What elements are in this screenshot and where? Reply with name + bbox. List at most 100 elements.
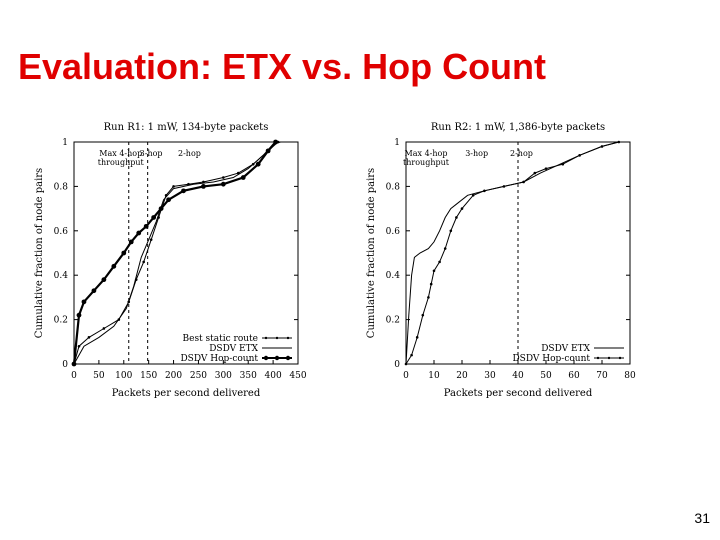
legend-label: DSDV ETX xyxy=(209,344,258,354)
y-axis-label: Cumulative fraction of node pairs xyxy=(366,168,377,338)
series-point-2 xyxy=(121,250,127,256)
annotation-label: 3-hop xyxy=(465,149,488,158)
series-point-1 xyxy=(600,145,604,148)
series-point-2 xyxy=(76,312,82,318)
annotation-label: 3-hop xyxy=(140,149,163,158)
x-tick-label: 60 xyxy=(568,371,580,381)
slide-number: 31 xyxy=(694,510,710,526)
x-axis-label: Packets per second delivered xyxy=(444,388,593,399)
x-tick-label: 300 xyxy=(215,371,232,381)
legend-label: DSDV ETX xyxy=(541,344,590,354)
series-point-1 xyxy=(471,193,475,197)
series-point-2 xyxy=(136,230,142,236)
chart-title: Run R2: 1 mW, 1,386-byte packets xyxy=(431,122,605,133)
series-point-1 xyxy=(483,189,486,193)
annotation-label: Max 4-hop xyxy=(405,149,448,158)
legend-label: DSDV Hop-count xyxy=(512,354,590,364)
series-point-2 xyxy=(111,263,117,269)
y-tick-label: 0.4 xyxy=(54,271,69,281)
series-point-2 xyxy=(71,361,77,367)
series-point-1 xyxy=(410,353,413,357)
x-tick-label: 200 xyxy=(165,371,182,381)
legend-marker xyxy=(607,356,611,360)
series-point-1 xyxy=(561,162,565,166)
series-point-1 xyxy=(438,260,441,264)
series-point-2 xyxy=(181,188,186,194)
series-point-0 xyxy=(222,176,225,179)
annotation-label: 2-hop xyxy=(178,149,201,158)
y-tick-label: 1 xyxy=(394,138,400,148)
annotation-label: 2-hop xyxy=(510,149,533,158)
series-point-1 xyxy=(427,296,430,299)
annotation-label: throughput xyxy=(403,158,450,167)
y-tick-label: 0.2 xyxy=(54,316,68,326)
x-tick-label: 100 xyxy=(115,371,132,381)
series-point-1 xyxy=(415,336,419,339)
y-tick-label: 0.6 xyxy=(386,227,401,237)
legend-marker xyxy=(263,355,269,361)
x-axis-label: Packets per second delivered xyxy=(112,388,261,399)
legend-label: DSDV Hop-count xyxy=(180,354,258,364)
series-point-2 xyxy=(255,161,261,167)
y-tick-label: 0.6 xyxy=(54,227,69,237)
series-point-2 xyxy=(81,299,87,305)
x-tick-label: 150 xyxy=(140,371,157,381)
x-tick-label: 80 xyxy=(624,371,636,381)
legend-marker xyxy=(596,356,600,360)
y-tick-label: 0 xyxy=(62,360,68,370)
x-tick-label: 0 xyxy=(71,371,77,381)
x-tick-label: 50 xyxy=(93,371,105,381)
series-point-1 xyxy=(522,180,525,184)
series-point-2 xyxy=(128,239,134,245)
series-point-0 xyxy=(142,260,145,264)
series-point-1 xyxy=(432,269,436,273)
series-point-2 xyxy=(240,175,246,180)
x-tick-label: 250 xyxy=(190,371,207,381)
series-point-1 xyxy=(578,154,581,157)
series-point-1 xyxy=(443,247,447,250)
series-point-2 xyxy=(220,181,226,187)
series-point-1 xyxy=(460,207,464,210)
series-point-2 xyxy=(143,223,149,229)
y-axis-label: Cumulative fraction of node pairs xyxy=(34,168,45,338)
x-tick-label: 350 xyxy=(240,371,257,381)
y-tick-label: 0 xyxy=(394,360,400,370)
chart-run-r1: Run R1: 1 mW, 134-byte packets 0 50 100 150 2… xyxy=(34,122,307,399)
y-tick-label: 0.4 xyxy=(386,271,401,281)
series-point-1 xyxy=(421,313,425,317)
y-tick-label: 0.8 xyxy=(54,182,69,192)
series-point-2 xyxy=(265,148,271,154)
series-point-1 xyxy=(449,229,453,233)
series-point-0 xyxy=(172,185,175,188)
annotation-label: Max 4-hop xyxy=(99,149,142,158)
series-point-0 xyxy=(149,238,153,241)
series-point-1 xyxy=(544,167,548,170)
series-point-2 xyxy=(273,139,278,145)
series-point-2 xyxy=(91,288,97,294)
legend-marker xyxy=(286,336,290,340)
x-tick-label: 10 xyxy=(428,371,440,381)
x-tick-label: 20 xyxy=(456,371,468,381)
y-tick-label: 0.2 xyxy=(386,316,400,326)
series-point-1 xyxy=(455,216,458,219)
chart-title: Run R1: 1 mW, 134-byte packets xyxy=(104,122,269,133)
series-line-0 xyxy=(73,141,279,365)
series-line-0 xyxy=(405,141,619,365)
series-line-2 xyxy=(72,141,277,365)
legend-marker xyxy=(264,336,268,340)
series-point-2 xyxy=(101,277,107,283)
y-tick-label: 1 xyxy=(62,138,68,148)
series-point-0 xyxy=(102,327,106,330)
series-point-2 xyxy=(151,215,157,220)
slide-title: Evaluation: ETX vs. Hop Count xyxy=(18,46,547,87)
series-point-2 xyxy=(201,184,206,189)
x-tick-label: 50 xyxy=(540,371,552,381)
series-point-1 xyxy=(617,140,621,144)
series-point-0 xyxy=(77,344,81,348)
x-tick-label: 40 xyxy=(512,371,524,381)
series-point-0 xyxy=(87,336,91,339)
annotation-label: throughput xyxy=(98,158,145,167)
series-point-1 xyxy=(533,171,537,175)
series-point-1 xyxy=(502,185,506,188)
